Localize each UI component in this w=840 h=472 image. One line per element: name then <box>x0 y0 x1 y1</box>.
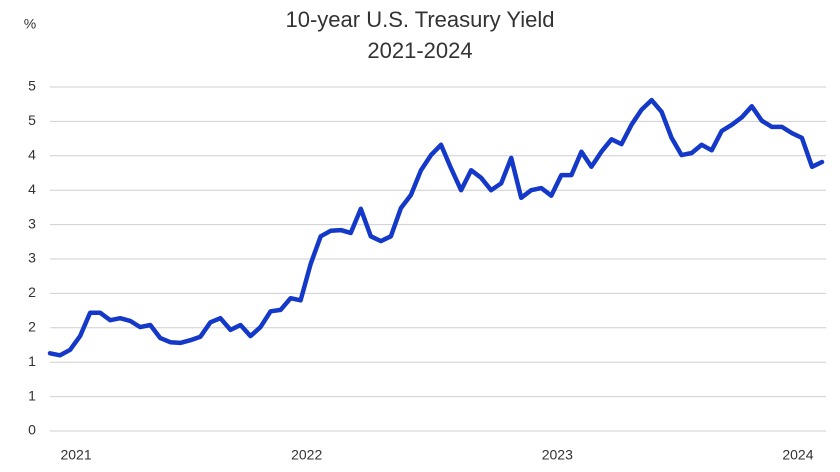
x-tick-label: 2023 <box>542 447 573 463</box>
yield-line <box>47 97 825 358</box>
y-axis-label: % <box>24 16 36 32</box>
x-tick-label: 2024 <box>782 447 813 463</box>
y-tick-label: 2 <box>28 319 36 335</box>
y-tick-label: 3 <box>28 250 36 266</box>
y-tick-label: 3 <box>28 215 36 231</box>
y-tick-label: 5 <box>28 78 36 94</box>
y-tick-label: 5 <box>28 112 36 128</box>
y-tick-label: 1 <box>28 387 36 403</box>
y-tick-label: 0 <box>28 422 36 438</box>
y-tick-label: 2 <box>28 284 36 300</box>
y-tick-label: 4 <box>28 181 36 197</box>
y-tick-label: 1 <box>28 353 36 369</box>
y-tick-label: 4 <box>28 147 36 163</box>
x-tick-label: 2021 <box>60 447 91 463</box>
chart-title: 10-year U.S. Treasury Yield <box>285 7 554 32</box>
x-tick-label: 2022 <box>291 447 322 463</box>
chart-subtitle: 2021-2024 <box>367 38 472 63</box>
